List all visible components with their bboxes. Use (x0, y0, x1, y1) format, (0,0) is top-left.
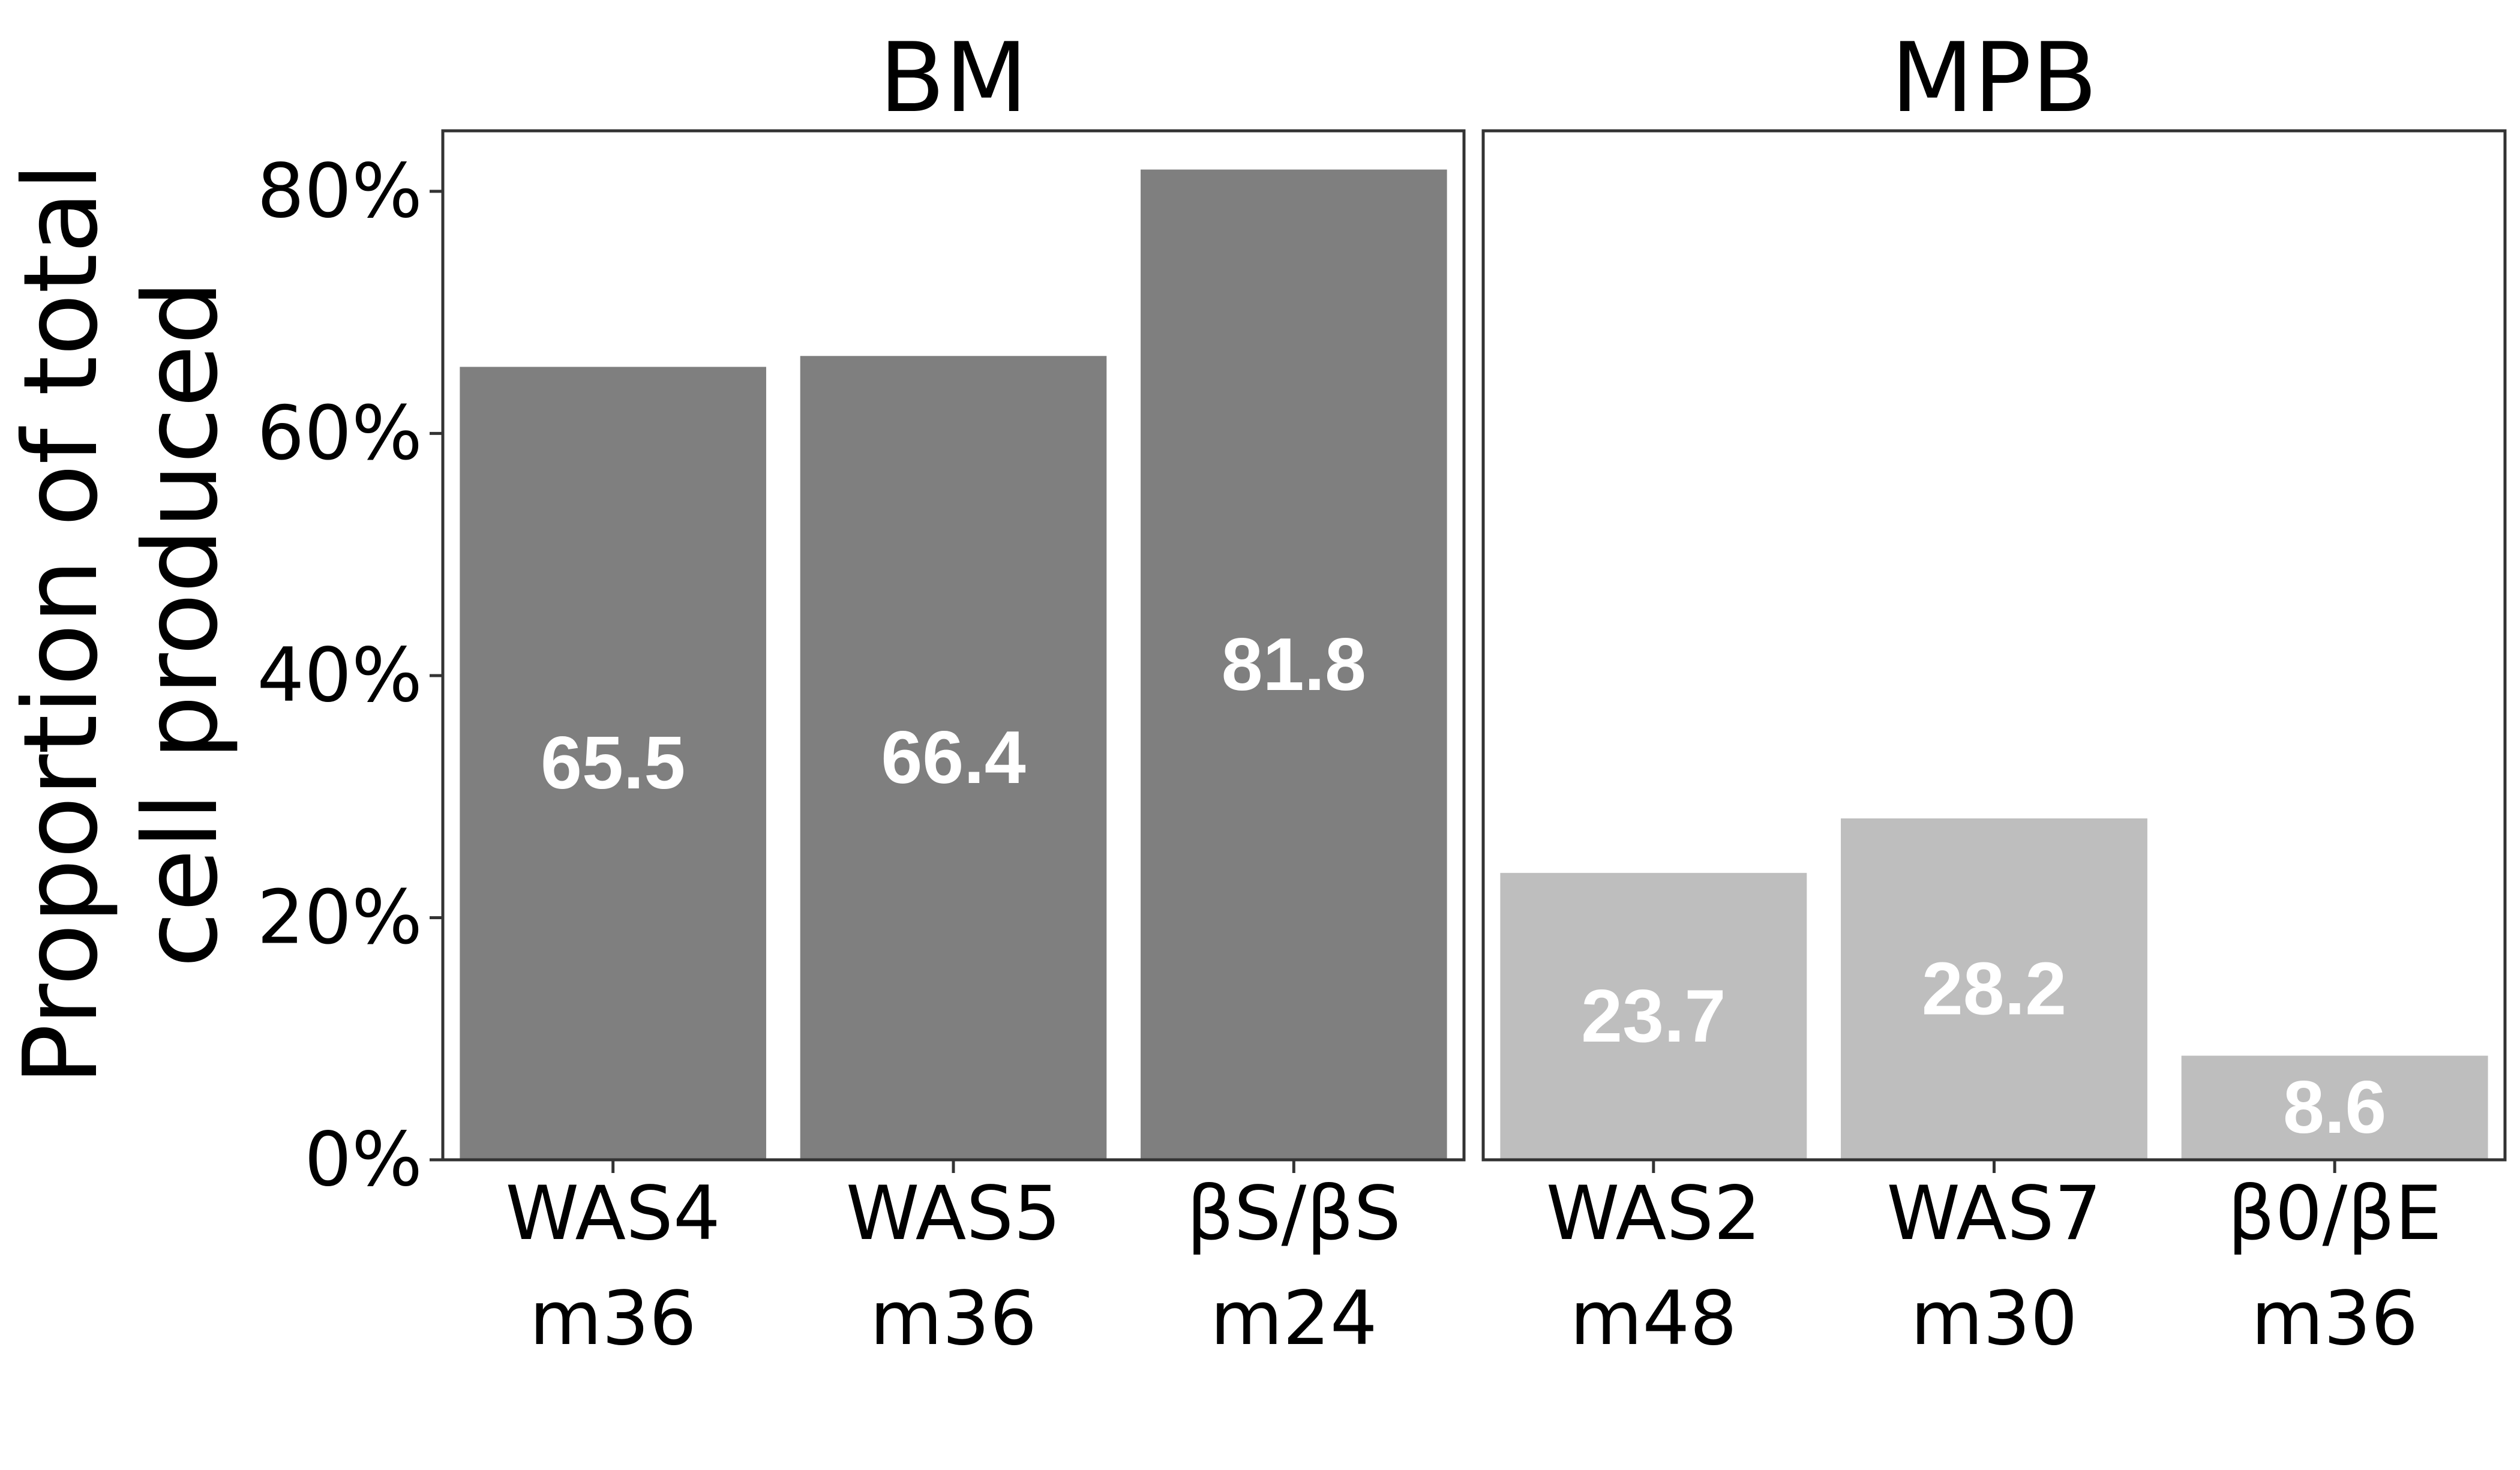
panel-title: BM (879, 22, 1028, 134)
x-category-label: m36 (870, 1276, 1037, 1362)
bar-value-label: 8.6 (2283, 1066, 2386, 1149)
bar-value-label: 81.8 (1222, 623, 1366, 706)
y-tick-label: 80% (257, 148, 422, 235)
x-category-label: m30 (1910, 1276, 2078, 1362)
panel-border (441, 129, 1466, 1162)
x-category-label: βS/βS (1187, 1171, 1401, 1257)
bar (1841, 818, 2147, 1160)
x-category-label: WAS7 (1886, 1171, 2101, 1257)
panel-bm: BM 65.5 WAS4 m36 66.4 WAS5 m36 81.8 βS/βS m24 (441, 22, 1466, 1362)
y-tick-label: 60% (257, 390, 422, 476)
y-tick-label: 40% (257, 632, 422, 719)
bar-value-label: 66.4 (881, 716, 1025, 799)
panel-title: MPB (1891, 22, 2097, 134)
bar-value-label: 28.2 (1922, 948, 2066, 1031)
panel-border (1481, 129, 2507, 1162)
bar (1141, 169, 1447, 1160)
x-category-label: m24 (1210, 1276, 1378, 1362)
y-tick-label: 20% (257, 874, 422, 961)
panel-mpb: MPB 23.7 WAS2 m48 28.2 WAS7 m30 8.6 β0/βE m36 (1481, 22, 2507, 1362)
facet-panels: BM 65.5 WAS4 m36 66.4 WAS5 m36 81.8 βS/βS m24 MPB 2… (441, 22, 2507, 1362)
bar-value-label: 65.5 (541, 722, 685, 805)
bar (800, 356, 1107, 1160)
y-axis-label-line-2: cell produced (122, 280, 241, 968)
x-category-label: WAS5 (846, 1171, 1061, 1257)
bar (1500, 872, 1807, 1160)
y-axis: 0% 20% 40% 60% 80% (257, 148, 443, 1203)
y-axis-label: Proportion of total cell produced (2, 163, 241, 1085)
x-category-label: WAS4 (506, 1171, 721, 1257)
bar (2181, 1055, 2488, 1160)
x-category-label: β0/βE (2228, 1171, 2442, 1257)
bar (460, 367, 766, 1160)
x-category-label: WAS2 (1546, 1171, 1761, 1257)
bar-value-label: 23.7 (1581, 975, 1726, 1058)
y-axis-label-line-1: Proportion of total (2, 163, 121, 1085)
x-category-label: m36 (2251, 1276, 2419, 1362)
x-category-label: m36 (529, 1276, 697, 1362)
y-tick-label: 0% (304, 1117, 422, 1203)
x-category-label: m48 (1570, 1276, 1738, 1362)
